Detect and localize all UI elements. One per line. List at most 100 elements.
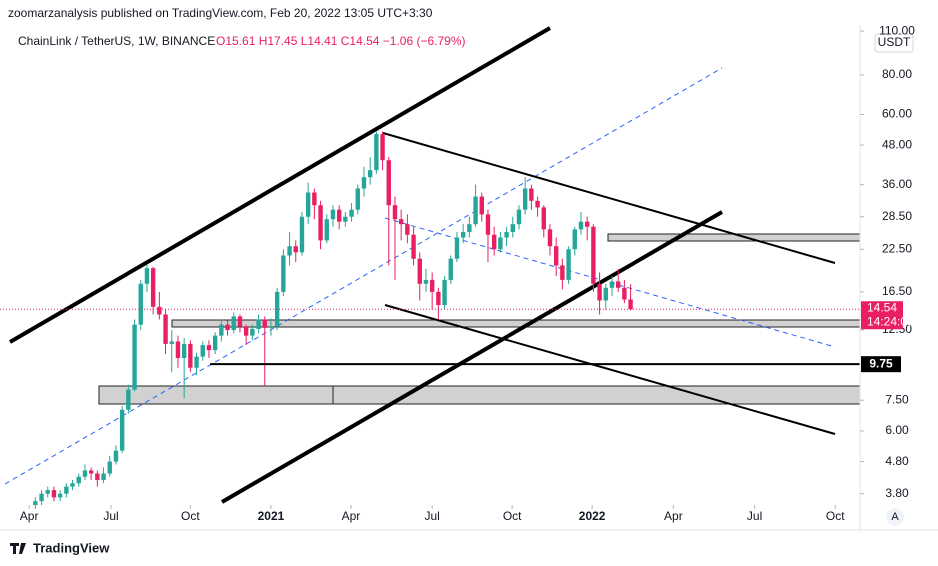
candle-body (312, 192, 317, 206)
candle-body (287, 246, 292, 256)
candle-body (95, 473, 100, 480)
candle-body (535, 200, 540, 208)
candle-body (622, 287, 627, 300)
candle-body (76, 476, 81, 484)
candle-body (349, 209, 354, 217)
candle-body (181, 343, 187, 358)
candle-body (547, 229, 553, 247)
candle-body (467, 224, 472, 233)
candle-body (578, 221, 584, 230)
candle-body (132, 324, 137, 390)
candle-body (64, 486, 69, 494)
candle-body (367, 170, 373, 178)
candle-body (274, 291, 280, 327)
candle-body (522, 188, 528, 210)
candle-body (442, 279, 447, 305)
candle-body (615, 281, 621, 288)
level-label: 9.75 (869, 356, 893, 370)
candle-body (206, 345, 212, 351)
candle-body (107, 461, 112, 474)
x-tick-label: Jul (747, 509, 762, 523)
y-tick-label: 4.80 (885, 454, 909, 468)
candle-body (454, 237, 460, 259)
candle-body (429, 279, 435, 292)
candle-body (138, 283, 143, 325)
candle-body (553, 246, 559, 266)
candle-body (188, 343, 193, 368)
candle-body (448, 258, 453, 280)
candle-body (194, 356, 199, 368)
auto-label[interactable]: A (891, 511, 899, 523)
candle-body (299, 216, 305, 253)
x-tick-label: Apr (664, 509, 683, 523)
candle-body (504, 232, 509, 238)
candle-body (51, 490, 57, 498)
y-tick-label: 48.00 (882, 137, 912, 151)
attribution: zoomarzanalysis published on TradingView… (8, 6, 433, 20)
x-tick-label: Jul (424, 509, 439, 523)
x-tick-label: 2022 (579, 509, 606, 523)
candle-body (343, 216, 348, 222)
auto-button[interactable] (886, 508, 904, 526)
candle-body (157, 306, 162, 315)
x-tick-label: 2021 (258, 509, 285, 523)
y-tick-label: 36.00 (882, 177, 912, 191)
y-tick-label: 22.50 (882, 241, 912, 255)
currency-box[interactable] (874, 33, 914, 53)
candle-body (572, 229, 577, 250)
x-tick-label: Jul (103, 509, 118, 523)
candle-body (436, 291, 441, 305)
candle-body (200, 345, 205, 357)
candle-body (324, 219, 329, 241)
candle-body (628, 299, 633, 310)
candle-body (237, 316, 243, 327)
candle-body (256, 319, 261, 329)
zone (607, 233, 861, 242)
candle-body (101, 473, 106, 480)
candle-body (510, 224, 515, 233)
candle-body (386, 160, 391, 206)
candle-body (175, 341, 181, 358)
last-price-label: 14.54 (867, 300, 897, 314)
candle-body (225, 324, 230, 331)
candle-body (330, 209, 336, 220)
candle-body (212, 335, 218, 351)
candle-body (485, 214, 491, 235)
candle-body (150, 268, 156, 307)
candle-body (163, 314, 168, 344)
y-tick-label: 110.00 (879, 23, 915, 37)
candle-body (336, 209, 342, 222)
candle-body (460, 232, 466, 238)
candle-body (516, 209, 522, 225)
candle-body (405, 224, 410, 235)
candle-body (88, 470, 94, 474)
candle-body (529, 188, 534, 201)
x-tick-label: Apr (342, 509, 361, 523)
x-tick-label: Apr (20, 509, 39, 523)
brand-logo (10, 543, 26, 554)
y-tick-label: 16.50 (882, 284, 912, 298)
candle-body (243, 326, 249, 336)
y-tick-label: 3.80 (885, 486, 909, 500)
candle-body (380, 134, 385, 161)
candle-body (597, 283, 602, 301)
y-tick-label: 7.50 (885, 392, 909, 406)
candle-body (603, 287, 608, 301)
candle-body (417, 258, 422, 284)
zone (98, 385, 861, 405)
last-price-tag (861, 301, 903, 330)
candle-body (591, 226, 596, 284)
candle-body (45, 490, 50, 494)
candle-body (491, 234, 497, 250)
trend-line (384, 304, 836, 435)
currency[interactable]: USDT (878, 35, 911, 49)
candle-body (70, 483, 75, 487)
candle-body (281, 255, 286, 292)
candle-body (250, 328, 255, 336)
candle-body (541, 207, 546, 230)
y-tick-label: 6.00 (885, 423, 909, 437)
candle-body (293, 246, 298, 253)
candle-body (144, 268, 150, 284)
y-tick-label: 80.00 (882, 67, 912, 81)
